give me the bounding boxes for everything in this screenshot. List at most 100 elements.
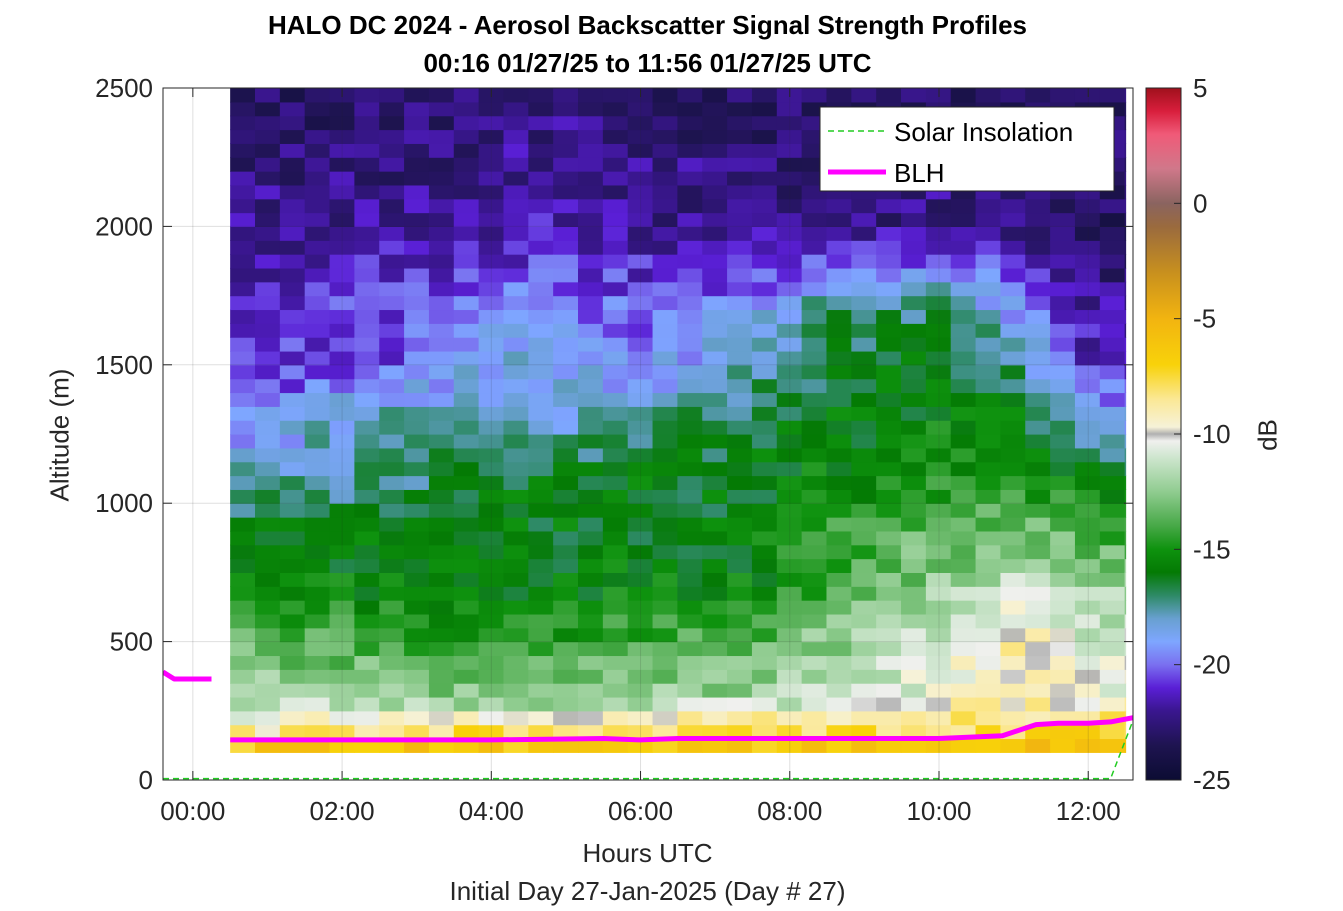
heatmap-cell-1474 bbox=[975, 267, 1002, 283]
heatmap-cell-1255 bbox=[876, 641, 902, 657]
heatmap-cell-172 bbox=[304, 350, 331, 366]
heatmap-cell-200 bbox=[329, 627, 355, 643]
heatmap-cell-7 bbox=[230, 641, 256, 657]
heatmap-cell-387 bbox=[428, 696, 455, 712]
heatmap-cell-1599 bbox=[1050, 530, 1076, 546]
heatmap-cell-472 bbox=[453, 184, 480, 200]
heatmap-cell-165 bbox=[304, 447, 331, 463]
heatmap-cell-1589 bbox=[1050, 669, 1076, 684]
heatmap-cell-1059 bbox=[776, 696, 803, 712]
heatmap-cell-604 bbox=[528, 350, 554, 366]
heatmap-cell-572 bbox=[503, 129, 529, 144]
heatmap-cell-629 bbox=[553, 669, 579, 684]
heatmap-cell-1074 bbox=[776, 489, 803, 504]
heatmap-cell-737 bbox=[602, 503, 629, 518]
heatmap-cell-1274 bbox=[876, 378, 902, 394]
heatmap-cell-1178 bbox=[826, 378, 852, 394]
heatmap-cell-1071 bbox=[776, 530, 803, 546]
heatmap-cell-338 bbox=[404, 710, 430, 726]
heatmap-cell-770 bbox=[627, 710, 654, 726]
heatmap-cell-429 bbox=[428, 115, 455, 131]
heatmap-cell-864 bbox=[677, 738, 703, 753]
heatmap-cell-221 bbox=[329, 337, 355, 352]
heatmap-cell-215 bbox=[329, 420, 355, 435]
heatmap-cell-59 bbox=[255, 586, 281, 601]
heatmap-cell-869 bbox=[677, 669, 703, 684]
heatmap-cell-996 bbox=[727, 240, 753, 255]
heatmap-cell-1660 bbox=[1074, 350, 1101, 366]
heatmap-cell-1030 bbox=[751, 434, 778, 449]
heatmap-cell-1363 bbox=[925, 475, 952, 490]
heatmap-cell-228 bbox=[329, 240, 355, 255]
heatmap-cell-736 bbox=[602, 517, 629, 532]
heatmap-cell-1742 bbox=[1124, 544, 1127, 560]
heatmap-cell-1057 bbox=[776, 724, 803, 740]
heatmap-cell-740 bbox=[602, 461, 629, 477]
heatmap-cell-246 bbox=[354, 655, 380, 670]
heatmap-cell-1016 bbox=[751, 627, 778, 643]
heatmap-cell-271 bbox=[354, 309, 380, 324]
heatmap-cell-468 bbox=[453, 240, 480, 255]
heatmap-cell-850 bbox=[652, 267, 678, 283]
heatmap-cell-906 bbox=[677, 157, 703, 172]
heatmap-cell-764 bbox=[602, 129, 629, 144]
heatmap-cell-181 bbox=[304, 226, 331, 241]
heatmap-cell-667 bbox=[553, 143, 579, 158]
heatmap-cell-893 bbox=[677, 337, 703, 352]
heatmap-cell-1128 bbox=[801, 406, 828, 421]
heatmap-cell-102 bbox=[279, 655, 306, 670]
heatmap-cell-1009 bbox=[751, 724, 778, 740]
heatmap-cell-624 bbox=[553, 738, 579, 753]
heatmap-cell-341 bbox=[404, 669, 430, 684]
heatmap-cell-1402 bbox=[950, 600, 977, 615]
heatmap-cell-1031 bbox=[751, 420, 778, 435]
heatmap-cell-112 bbox=[279, 517, 306, 532]
heatmap-cell-956 bbox=[702, 129, 728, 144]
heatmap-cell-1319 bbox=[901, 420, 927, 435]
heatmap-cell-1422 bbox=[950, 323, 977, 338]
heatmap-cell-1501 bbox=[1000, 558, 1026, 573]
heatmap-cell-1073 bbox=[776, 503, 803, 518]
heatmap-cell-808 bbox=[627, 184, 654, 200]
heatmap-cell-1566 bbox=[1025, 323, 1051, 338]
heatmap-cell-821 bbox=[652, 669, 678, 684]
heatmap-cell-1254 bbox=[876, 655, 902, 670]
heatmap-cell-1023 bbox=[751, 530, 778, 546]
heatmap-cell-753 bbox=[602, 281, 629, 297]
heatmap-cell-564 bbox=[503, 240, 529, 255]
heatmap-cell-690 bbox=[578, 489, 604, 504]
heatmap-cell-1494 bbox=[1000, 655, 1026, 670]
heatmap-cell-921 bbox=[702, 613, 728, 629]
heatmap-cell-367 bbox=[404, 309, 430, 324]
heatmap-cell-334 bbox=[379, 101, 405, 117]
heatmap-cell-257 bbox=[354, 503, 380, 518]
heatmap-cell-377 bbox=[404, 171, 430, 186]
heatmap-cell-579 bbox=[528, 696, 554, 712]
heatmap-cell-343 bbox=[404, 641, 430, 657]
heatmap-cell-660 bbox=[553, 240, 579, 255]
heatmap-cell-1185 bbox=[826, 281, 852, 297]
heatmap-cell-28 bbox=[230, 350, 256, 366]
heatmap-cell-1591 bbox=[1050, 641, 1076, 657]
heatmap-cell-1466 bbox=[975, 378, 1002, 394]
heatmap-cell-1257 bbox=[876, 613, 902, 629]
heatmap-cell-1102 bbox=[776, 101, 803, 117]
heatmap-cell-1458 bbox=[975, 489, 1002, 504]
heatmap-cell-762 bbox=[602, 157, 629, 172]
heatmap-cell-1773 bbox=[1124, 115, 1127, 131]
heatmap-cell-1574 bbox=[1025, 212, 1051, 227]
heatmap-cell-611 bbox=[528, 254, 554, 269]
heatmap-cell-1513 bbox=[1000, 392, 1026, 407]
heatmap-cell-1281 bbox=[876, 281, 902, 297]
heatmap-cell-514 bbox=[478, 267, 505, 283]
heatmap-cell-1211 bbox=[851, 586, 877, 601]
heatmap-cell-1692 bbox=[1099, 572, 1126, 587]
heatmap-cell-765 bbox=[602, 115, 629, 131]
heatmap-cell-447 bbox=[453, 530, 480, 546]
heatmap-cell-143 bbox=[279, 88, 306, 103]
heatmap-cell-587 bbox=[528, 586, 554, 601]
heatmap-cell-1295 bbox=[876, 88, 902, 103]
heatmap-cell-605 bbox=[528, 337, 554, 352]
heatmap-cell-1539 bbox=[1025, 696, 1051, 712]
